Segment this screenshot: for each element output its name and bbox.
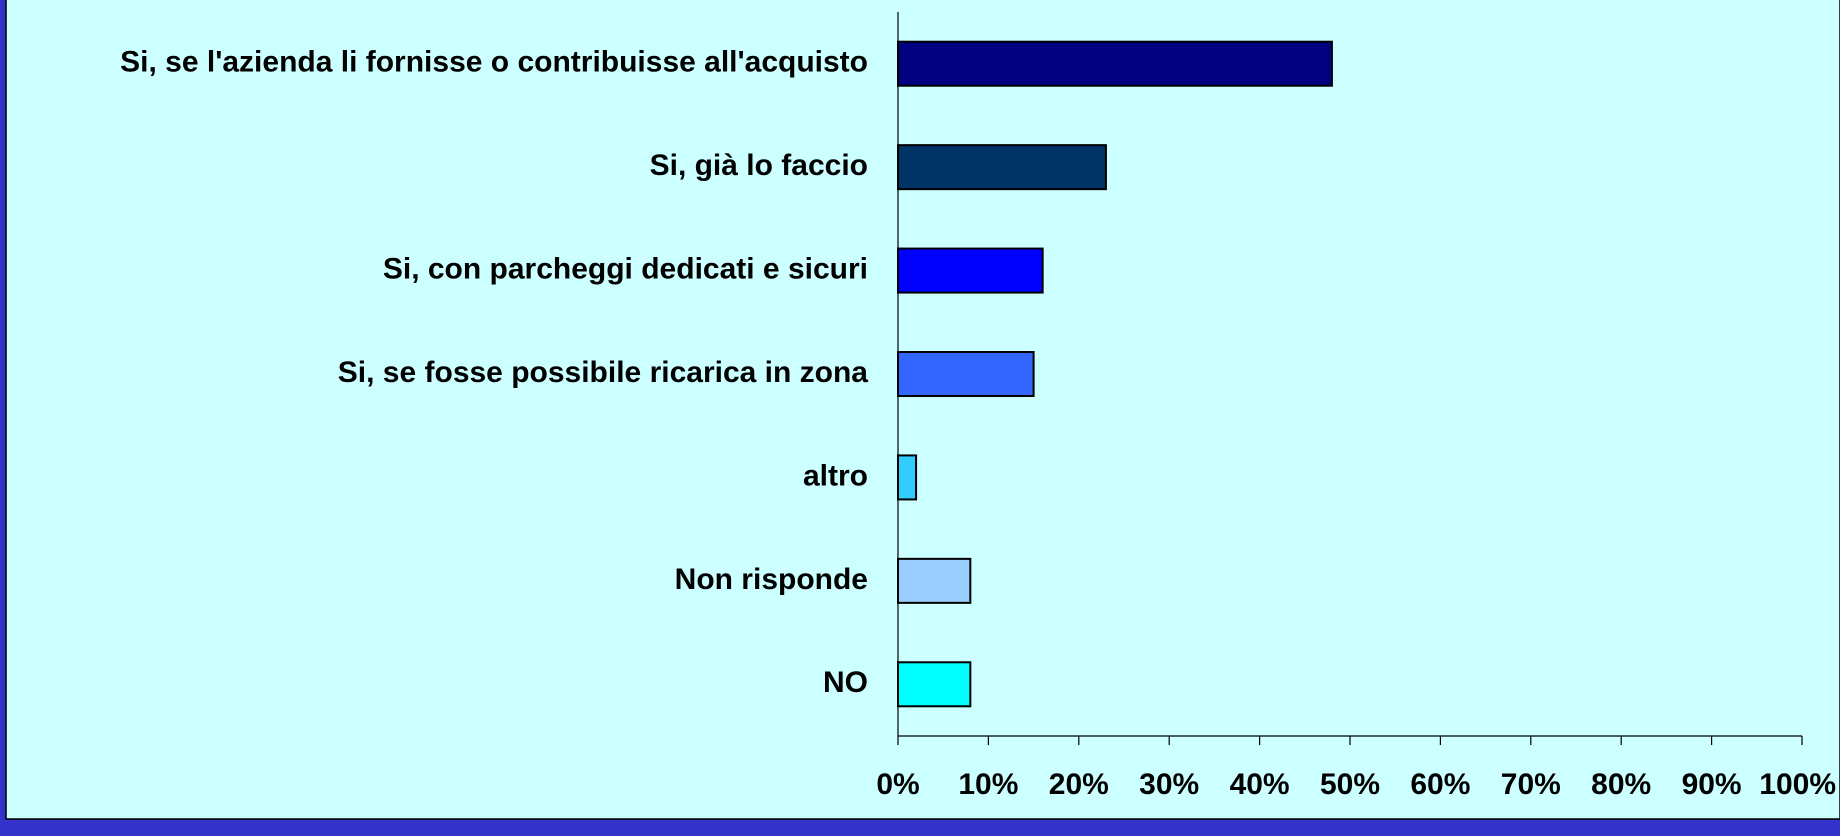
bar — [897, 247, 1044, 294]
y-tick-label: Si, già lo faccio — [650, 149, 868, 182]
y-tick-label: Si, se l'azienda li fornisse o contribui… — [120, 46, 868, 79]
y-tick-label: NO — [823, 666, 868, 699]
x-tick-label: 60% — [1410, 768, 1470, 801]
x-tick-label: 0% — [876, 768, 919, 801]
x-tick-label: 50% — [1320, 768, 1380, 801]
x-tick-label: 70% — [1501, 768, 1561, 801]
bar — [897, 661, 972, 708]
x-tick-label: 100% — [1759, 768, 1836, 801]
bar — [897, 454, 918, 501]
y-tick-label: Si, con parcheggi dedicati e sicuri — [383, 252, 868, 285]
bar — [897, 144, 1107, 191]
y-tick-label: Si, se fosse possibile ricarica in zona — [338, 356, 869, 389]
bar — [897, 351, 1035, 397]
bar — [897, 40, 1333, 87]
x-tick-label: 30% — [1139, 768, 1199, 801]
x-tick-label: 40% — [1230, 768, 1290, 801]
y-tick-label: altro — [803, 459, 868, 492]
x-tick-label: 20% — [1049, 768, 1109, 801]
x-tick-label: 90% — [1682, 768, 1742, 801]
x-tick-label: 80% — [1591, 768, 1651, 801]
y-tick-label: Non risponde — [675, 563, 868, 596]
bar — [897, 557, 972, 604]
x-tick-label: 10% — [958, 768, 1018, 801]
